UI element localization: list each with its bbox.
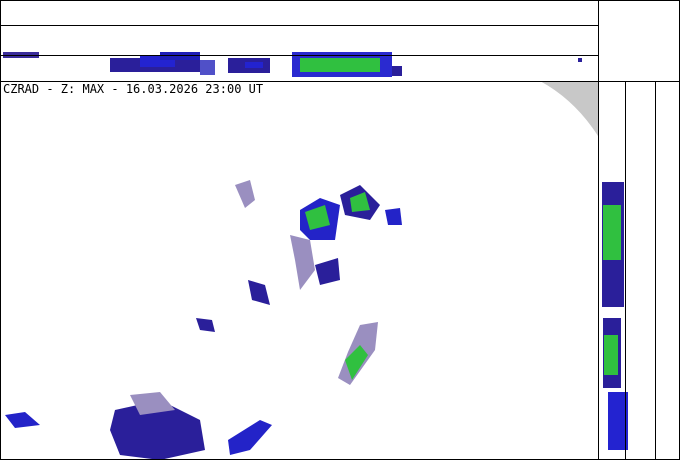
side-profile [602,182,628,450]
top-profile [3,52,582,77]
map-title: CZRAD - Z: MAX - 16.03.2026 23:00 UT [3,82,263,96]
radar-echoes [5,180,402,460]
range-mask [540,81,598,136]
